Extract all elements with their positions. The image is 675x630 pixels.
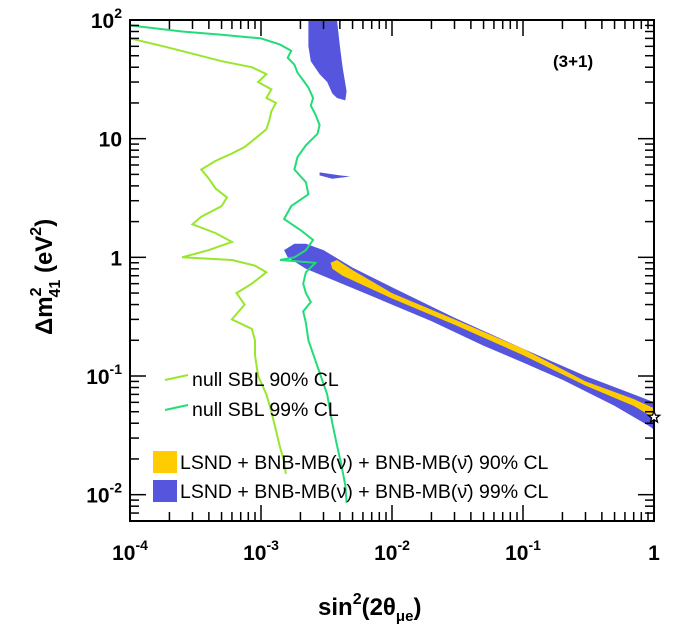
legend-item-2: null SBL 99% CL [164,399,339,421]
legend-item-1: null SBL 90% CL [164,369,339,391]
best-fit-star-icon [646,409,662,424]
plot-frame [129,19,655,522]
y-axis-label: Δm2 41 (eV2) [28,219,64,335]
y-tick-label: 10 [99,129,122,152]
region-lsnd-bnb-mb-bnb-mb-90-cl-0 [330,260,653,418]
y-tick-label: 10-2 [86,480,122,508]
x-tick-label: 1 [648,542,660,565]
legend-label: LSND + BNB-MB(ν) + BNB-MB(ν̄) 90% CL [180,452,549,474]
allowed-regions [284,20,654,431]
region-lsnd-bnb-mb-bnb-mb-99-cl-1 [308,20,347,101]
legend: null SBL 90% CL null SBL 99% CL LSND + BNB… [153,369,549,503]
legend-label: null SBL 99% CL [192,399,339,421]
annotation-label: (3+1) [553,52,593,71]
x-tick-label: 10-3 [243,537,279,565]
legend-swatch-box [153,480,177,502]
best-fit-marker [646,409,662,424]
curve-null-sbl-90-cl [130,37,287,474]
exclusion-curves [130,24,348,504]
y-tick-label: 102 [91,5,122,33]
legend-item-4: LSND + BNB-MB(ν) + BNB-MB(ν̄) 99% CL [153,480,549,503]
legend-swatch-box [153,451,177,473]
x-tick-label: 10-2 [374,537,410,565]
legend-swatch-line [164,374,189,381]
axis-ticks [129,19,655,522]
y-tick-label: 10-1 [86,361,122,389]
legend-item-3: LSND + BNB-MB(ν) + BNB-MB(ν̄) 90% CL [153,451,549,474]
tick-labels: 10-4 10-3 10-2 10-1 1 10-2 10-1 1 10 102 [86,5,660,565]
legend-swatch-line [164,404,189,411]
x-tick-label: 10-4 [112,537,148,565]
curve-null-sbl-99-cl [130,24,348,504]
region-lsnd-bnb-mb-bnb-mb-99-cl-2 [319,172,351,179]
y-tick-label: 1 [110,247,122,270]
x-tick-label: 10-1 [505,537,541,565]
legend-label: LSND + BNB-MB(ν) + BNB-MB(ν̄) 99% CL [180,481,549,503]
x-axis-label: sin2(2θμe) [318,591,421,625]
legend-label: null SBL 90% CL [192,369,339,391]
